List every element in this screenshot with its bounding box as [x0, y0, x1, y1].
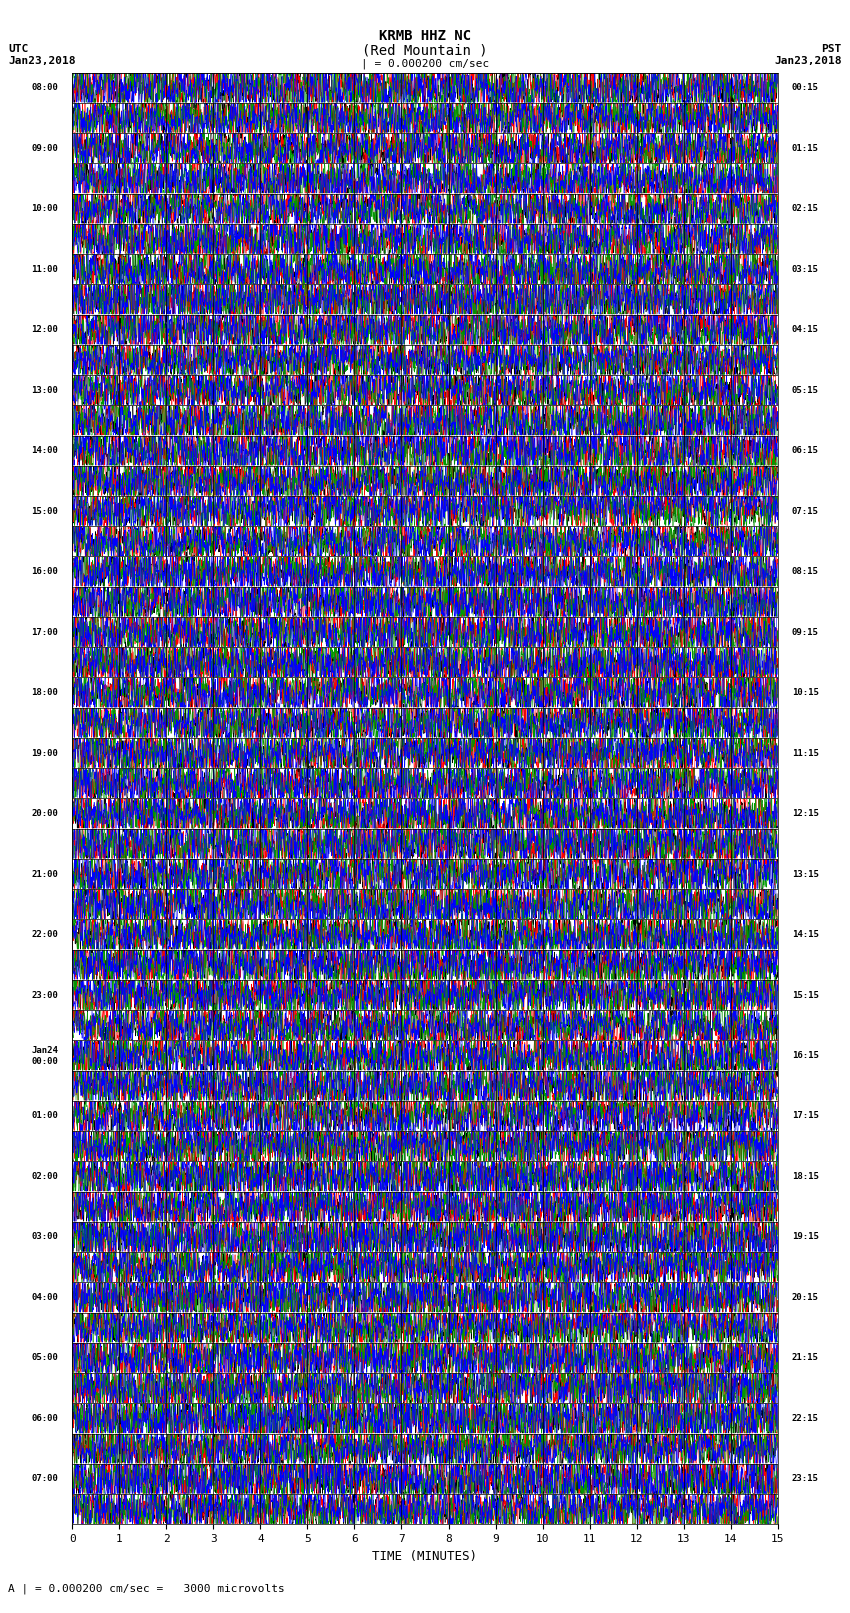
- Text: 00:15: 00:15: [792, 84, 819, 92]
- Text: 02:00: 02:00: [31, 1173, 58, 1181]
- Text: Jan23,2018: Jan23,2018: [774, 56, 842, 66]
- Text: (Red Mountain ): (Red Mountain ): [362, 44, 488, 58]
- Text: 14:00: 14:00: [31, 447, 58, 455]
- Text: 18:15: 18:15: [792, 1173, 819, 1181]
- Text: 13:00: 13:00: [31, 386, 58, 395]
- Text: 19:00: 19:00: [31, 748, 58, 758]
- Text: 06:00: 06:00: [31, 1415, 58, 1423]
- Text: 04:15: 04:15: [792, 326, 819, 334]
- Text: 20:15: 20:15: [792, 1294, 819, 1302]
- Text: 23:00: 23:00: [31, 990, 58, 1000]
- Text: 19:15: 19:15: [792, 1232, 819, 1242]
- Text: 05:15: 05:15: [792, 386, 819, 395]
- Text: 04:00: 04:00: [31, 1294, 58, 1302]
- Text: 09:00: 09:00: [31, 144, 58, 153]
- Text: 08:15: 08:15: [792, 568, 819, 576]
- Text: 12:15: 12:15: [792, 810, 819, 818]
- Text: 13:15: 13:15: [792, 869, 819, 879]
- Text: 16:00: 16:00: [31, 568, 58, 576]
- Text: 18:00: 18:00: [31, 689, 58, 697]
- Text: KRMB HHZ NC: KRMB HHZ NC: [379, 29, 471, 44]
- Text: PST: PST: [821, 44, 842, 53]
- Text: 21:00: 21:00: [31, 869, 58, 879]
- Text: 07:00: 07:00: [31, 1474, 58, 1484]
- Text: 07:15: 07:15: [792, 506, 819, 516]
- Text: 09:15: 09:15: [792, 627, 819, 637]
- Text: 17:15: 17:15: [792, 1111, 819, 1121]
- Text: 01:15: 01:15: [792, 144, 819, 153]
- Text: 12:00: 12:00: [31, 326, 58, 334]
- Text: 02:15: 02:15: [792, 205, 819, 213]
- X-axis label: TIME (MINUTES): TIME (MINUTES): [372, 1550, 478, 1563]
- Text: 11:00: 11:00: [31, 265, 58, 274]
- Text: 03:00: 03:00: [31, 1232, 58, 1242]
- Text: 15:00: 15:00: [31, 506, 58, 516]
- Text: | = 0.000200 cm/sec: | = 0.000200 cm/sec: [361, 58, 489, 69]
- Text: 05:00: 05:00: [31, 1353, 58, 1363]
- Text: 14:15: 14:15: [792, 931, 819, 939]
- Text: 17:00: 17:00: [31, 627, 58, 637]
- Text: 01:00: 01:00: [31, 1111, 58, 1121]
- Text: 10:00: 10:00: [31, 205, 58, 213]
- Text: 15:15: 15:15: [792, 990, 819, 1000]
- Text: 06:15: 06:15: [792, 447, 819, 455]
- Text: Jan23,2018: Jan23,2018: [8, 56, 76, 66]
- Text: 10:15: 10:15: [792, 689, 819, 697]
- Text: 22:15: 22:15: [792, 1415, 819, 1423]
- Text: Jan24: Jan24: [31, 1047, 58, 1055]
- Text: 21:15: 21:15: [792, 1353, 819, 1363]
- Text: UTC: UTC: [8, 44, 29, 53]
- Text: A | = 0.000200 cm/sec =   3000 microvolts: A | = 0.000200 cm/sec = 3000 microvolts: [8, 1582, 286, 1594]
- Text: 20:00: 20:00: [31, 810, 58, 818]
- Text: 22:00: 22:00: [31, 931, 58, 939]
- Text: 03:15: 03:15: [792, 265, 819, 274]
- Text: 08:00: 08:00: [31, 84, 58, 92]
- Text: 11:15: 11:15: [792, 748, 819, 758]
- Text: 00:00: 00:00: [31, 1057, 58, 1066]
- Text: 23:15: 23:15: [792, 1474, 819, 1484]
- Text: 16:15: 16:15: [792, 1052, 819, 1060]
